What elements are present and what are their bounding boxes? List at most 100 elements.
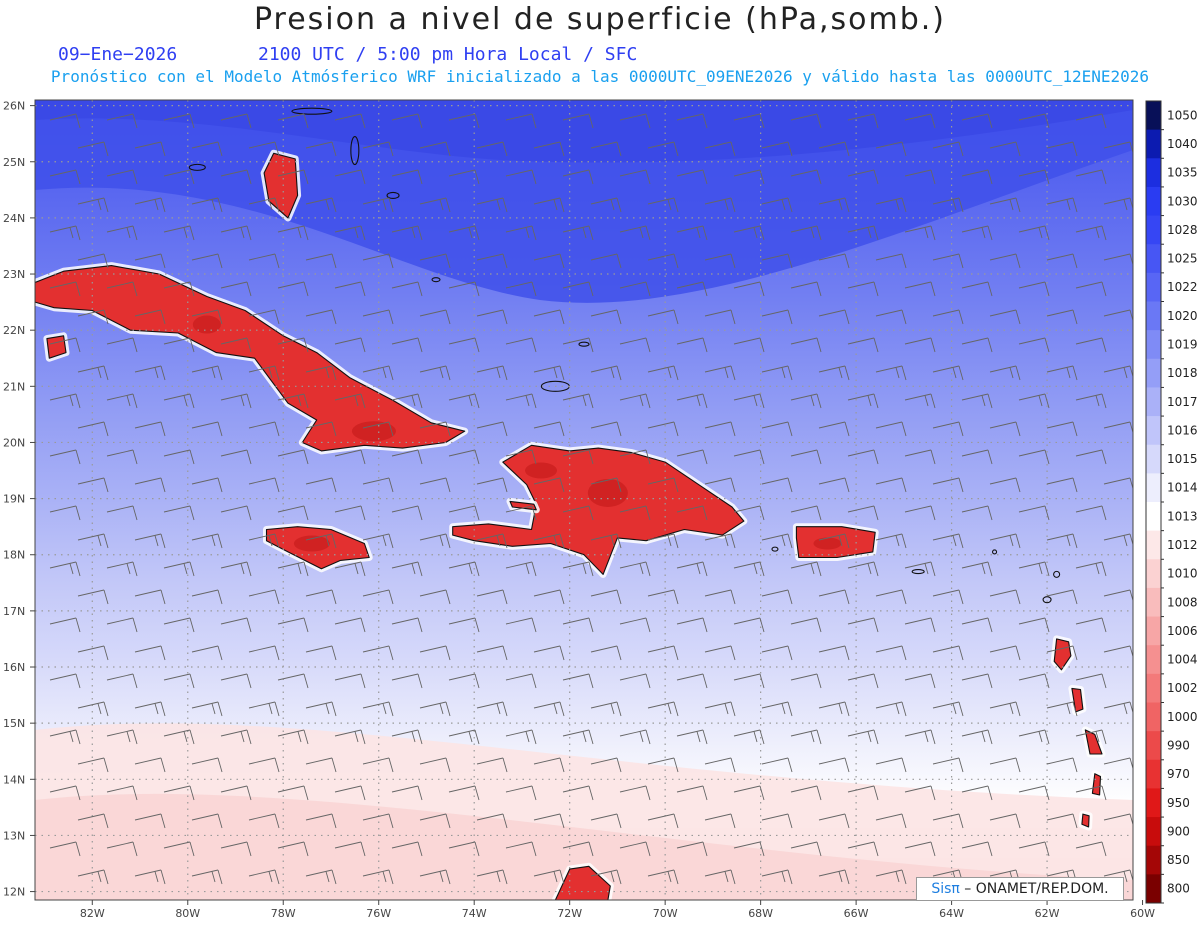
wind-barb xyxy=(619,785,651,801)
colorbar-segment xyxy=(1146,186,1161,217)
wind-barb xyxy=(676,393,708,409)
wind-barb xyxy=(562,841,594,857)
wind-barb xyxy=(932,701,964,717)
lon-label: 66W xyxy=(844,907,869,920)
colorbar-label: 1006 xyxy=(1167,624,1198,638)
wind-barb xyxy=(106,281,138,297)
terrain-low-pressure xyxy=(525,462,558,479)
wind-barb xyxy=(248,701,280,717)
wind-barb xyxy=(362,589,394,605)
wind-barb xyxy=(134,365,166,381)
wind-barb xyxy=(277,113,309,129)
wind-barb xyxy=(77,309,109,325)
wind-barb xyxy=(362,421,394,437)
wind-barb xyxy=(134,141,166,157)
wind-barb xyxy=(989,365,1021,381)
wind-barb xyxy=(647,477,679,493)
wind-barb xyxy=(1075,113,1107,129)
wind-barb xyxy=(163,561,195,577)
wind-barb xyxy=(505,393,537,409)
wind-barb xyxy=(619,225,651,241)
sispi-logo: Sisπ xyxy=(931,881,960,897)
wind-barb xyxy=(875,869,907,885)
small-island xyxy=(771,546,779,552)
wind-barb xyxy=(49,225,81,241)
wind-barb xyxy=(505,281,537,297)
st-vincent-land xyxy=(1081,813,1090,828)
wind-barb xyxy=(191,645,223,661)
small-island xyxy=(911,569,925,575)
wind-barb xyxy=(733,729,765,745)
wind-barb xyxy=(647,645,679,661)
wind-barb xyxy=(419,421,451,437)
colorbar-label: 1002 xyxy=(1167,681,1198,695)
wind-barb xyxy=(989,477,1021,493)
wind-barb xyxy=(77,253,109,269)
wind-barb xyxy=(1075,841,1107,857)
wind-barb xyxy=(818,309,850,325)
wind-barb xyxy=(847,225,879,241)
wind-barb xyxy=(619,113,651,129)
wind-barb xyxy=(704,309,736,325)
wind-barb xyxy=(77,589,109,605)
wind-barb xyxy=(932,309,964,325)
terrain-low-pressure xyxy=(351,421,396,442)
wind-barb xyxy=(448,449,480,465)
terrain-low-pressure xyxy=(813,537,842,550)
colorbar-label: 1035 xyxy=(1167,166,1198,180)
lon-label: 76W xyxy=(366,907,391,920)
colorbar-label: 990 xyxy=(1167,738,1190,752)
wind-barb xyxy=(704,141,736,157)
wind-barb xyxy=(334,841,366,857)
wind-barb xyxy=(77,757,109,773)
wind-barb xyxy=(49,449,81,465)
wind-barb xyxy=(106,169,138,185)
wind-barb xyxy=(334,617,366,633)
wind-barb xyxy=(106,729,138,745)
wind-barb xyxy=(448,225,480,241)
wind-barb xyxy=(1103,589,1133,603)
colorbar-segment xyxy=(1146,759,1161,789)
wind-barb xyxy=(334,505,366,521)
wind-barb xyxy=(1103,645,1133,659)
colorbar-segment xyxy=(1146,416,1161,446)
wind-barb xyxy=(847,505,879,521)
lat-label: 25N xyxy=(3,156,25,169)
wind-barb xyxy=(106,337,138,353)
small-island xyxy=(1042,596,1052,604)
wind-barb xyxy=(277,785,309,801)
wind-barb xyxy=(305,757,337,773)
wind-barb xyxy=(391,281,423,297)
wind-barb xyxy=(448,617,480,633)
wind-barb xyxy=(476,365,508,381)
wind-barb xyxy=(1103,141,1133,155)
colorbar-label: 1013 xyxy=(1167,509,1198,523)
colorbar-label: 1022 xyxy=(1167,280,1198,294)
wind-barb xyxy=(277,169,309,185)
wind-barb xyxy=(619,337,651,353)
wind-barb xyxy=(818,869,850,885)
wind-barb xyxy=(704,701,736,717)
wind-barb xyxy=(248,477,280,493)
wind-barb xyxy=(590,365,622,381)
wind-barb xyxy=(1075,561,1107,577)
wind-barb xyxy=(419,141,451,157)
wind-barb xyxy=(590,589,622,605)
wind-barb xyxy=(362,701,394,717)
wind-barb xyxy=(106,393,138,409)
wind-barb xyxy=(220,393,252,409)
wind-barb xyxy=(875,421,907,437)
wind-barb xyxy=(505,841,537,857)
wind-barb xyxy=(277,729,309,745)
colorbar-segment xyxy=(1146,731,1161,761)
wind-barb xyxy=(875,813,907,829)
wind-barb xyxy=(847,841,879,857)
wind-barb xyxy=(49,785,81,801)
lat-label: 21N xyxy=(3,380,25,393)
wind-barb xyxy=(277,281,309,297)
wind-barb xyxy=(362,141,394,157)
colorbar-label: 1025 xyxy=(1167,252,1198,266)
wind-barb xyxy=(932,757,964,773)
colorbar-label: 800 xyxy=(1167,882,1190,896)
